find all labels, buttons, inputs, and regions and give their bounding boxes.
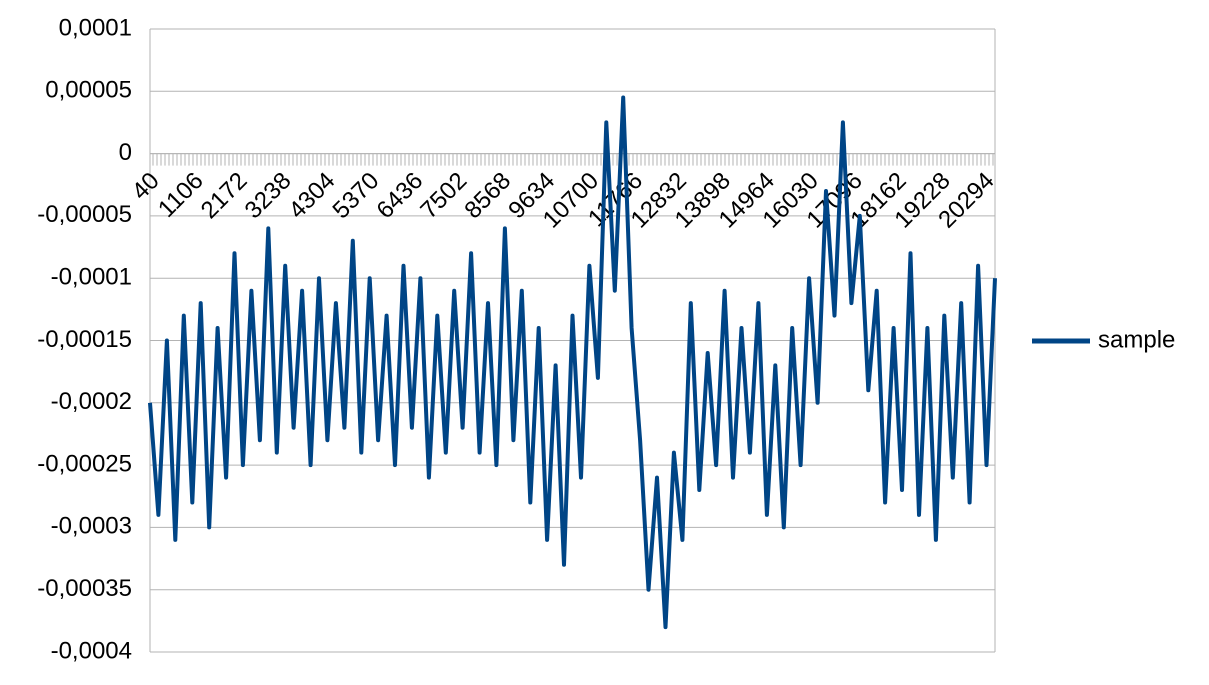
y-tick-label: 0,00005 <box>45 77 132 104</box>
y-tick-label: -0,00005 <box>37 201 132 228</box>
y-tick-label: -0,00035 <box>37 575 132 602</box>
y-tick-label: -0,0004 <box>51 637 132 664</box>
x-tick-label: 1106 <box>153 167 209 223</box>
y-tick-label: -0,0002 <box>51 388 132 415</box>
y-tick-label: -0,0003 <box>51 513 132 540</box>
data-line <box>148 95 997 630</box>
y-tick-label: -0,00015 <box>37 326 132 353</box>
y-tick-label: 0,0001 <box>59 14 132 41</box>
y-tick-label: -0,00025 <box>37 450 132 477</box>
x-axis-ticks <box>150 153 995 166</box>
y-tick-label: -0,0001 <box>51 264 132 291</box>
y-tick-label: 0 <box>119 139 132 166</box>
legend-label: sample <box>1098 326 1175 353</box>
